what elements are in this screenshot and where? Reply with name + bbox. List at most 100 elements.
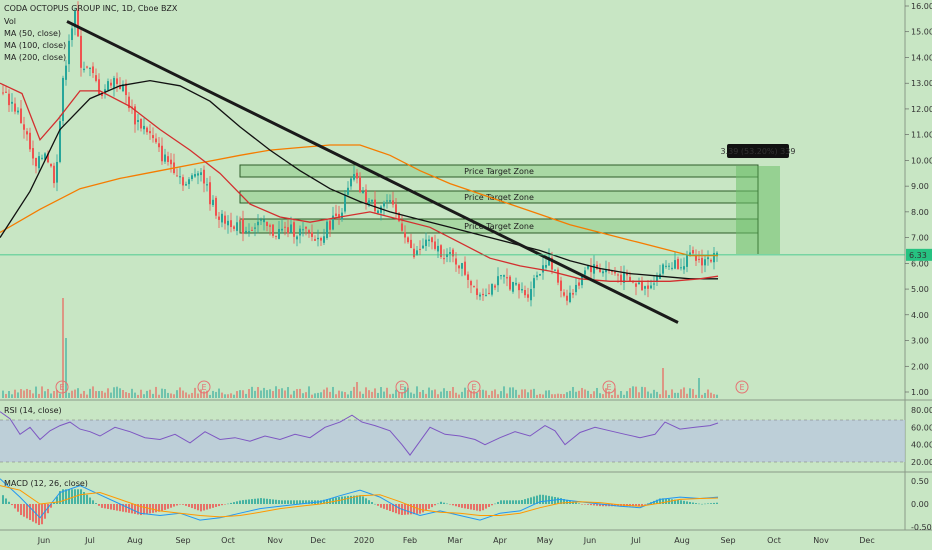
candle-body[interactable]	[365, 189, 367, 204]
candle-body[interactable]	[308, 230, 310, 233]
candle-body[interactable]	[626, 272, 628, 276]
earnings-marker[interactable]	[55, 380, 69, 394]
candle-body[interactable]	[293, 222, 295, 237]
candle-body[interactable]	[155, 138, 157, 143]
candle-body[interactable]	[251, 229, 253, 231]
candle-body[interactable]	[311, 232, 313, 237]
candle-body[interactable]	[152, 135, 154, 139]
candle-body[interactable]	[182, 177, 184, 186]
candle-body[interactable]	[674, 260, 676, 269]
candle-body[interactable]	[449, 252, 451, 254]
candle-body[interactable]	[26, 131, 28, 135]
candle-body[interactable]	[452, 249, 454, 257]
candle-body[interactable]	[323, 236, 325, 243]
candle-body[interactable]	[413, 248, 415, 258]
candle-body[interactable]	[68, 40, 70, 65]
candle-body[interactable]	[632, 281, 634, 283]
candle-body[interactable]	[536, 275, 538, 278]
candle-body[interactable]	[470, 281, 472, 286]
candle-body[interactable]	[641, 281, 643, 291]
candle-body[interactable]	[593, 264, 595, 274]
candle-body[interactable]	[509, 276, 511, 290]
candle-body[interactable]	[686, 255, 688, 267]
candle-body[interactable]	[47, 153, 49, 163]
earnings-marker[interactable]	[395, 380, 409, 394]
candle-body[interactable]	[620, 274, 622, 282]
candle-body[interactable]	[560, 280, 562, 291]
candle-body[interactable]	[458, 265, 460, 269]
candle-body[interactable]	[302, 229, 304, 231]
candle-body[interactable]	[575, 284, 577, 293]
candle-body[interactable]	[143, 125, 145, 130]
candle-body[interactable]	[683, 266, 685, 270]
candle-body[interactable]	[545, 265, 547, 268]
candle-body[interactable]	[326, 221, 328, 239]
candle-body[interactable]	[335, 213, 337, 216]
candle-body[interactable]	[38, 156, 40, 169]
candle-body[interactable]	[275, 235, 277, 237]
candle-body[interactable]	[527, 294, 529, 298]
candle-body[interactable]	[167, 156, 169, 162]
candle-body[interactable]	[419, 248, 421, 250]
candle-body[interactable]	[233, 226, 235, 229]
candle-body[interactable]	[71, 28, 73, 41]
candle-body[interactable]	[188, 179, 190, 185]
candle-body[interactable]	[164, 154, 166, 162]
candle-body[interactable]	[671, 267, 673, 269]
candle-body[interactable]	[59, 121, 61, 162]
candle-body[interactable]	[320, 238, 322, 241]
candle-body[interactable]	[455, 258, 457, 265]
candle-body[interactable]	[281, 228, 283, 231]
candle-body[interactable]	[206, 184, 208, 186]
candle-body[interactable]	[446, 254, 448, 257]
candle-body[interactable]	[503, 275, 505, 277]
candle-body[interactable]	[689, 252, 691, 256]
candle-body[interactable]	[299, 228, 301, 236]
candle-body[interactable]	[350, 178, 352, 187]
candle-body[interactable]	[707, 257, 709, 260]
candle-body[interactable]	[221, 213, 223, 223]
candle-body[interactable]	[179, 176, 181, 178]
candle-body[interactable]	[410, 239, 412, 249]
candle-body[interactable]	[191, 175, 193, 180]
candle-body[interactable]	[551, 257, 553, 270]
candle-body[interactable]	[98, 79, 100, 95]
candle-body[interactable]	[14, 103, 16, 112]
measure-tool[interactable]: 3.39 (53.20%) 339	[721, 144, 796, 254]
candle-body[interactable]	[374, 199, 376, 212]
candle-body[interactable]	[242, 218, 244, 234]
candle-body[interactable]	[23, 124, 25, 130]
candle-body[interactable]	[203, 169, 205, 184]
candle-body[interactable]	[479, 294, 481, 297]
candle-body[interactable]	[296, 236, 298, 240]
candle-body[interactable]	[668, 265, 670, 267]
candle-body[interactable]	[542, 265, 544, 273]
candle-body[interactable]	[563, 292, 565, 296]
candle-body[interactable]	[398, 212, 400, 222]
candle-body[interactable]	[401, 223, 403, 231]
candle-body[interactable]	[569, 292, 571, 303]
candle-body[interactable]	[467, 274, 469, 280]
candle-body[interactable]	[605, 269, 607, 273]
candle-body[interactable]	[494, 285, 496, 288]
candle-body[interactable]	[17, 110, 19, 113]
candle-body[interactable]	[80, 35, 82, 68]
candle-body[interactable]	[194, 174, 196, 177]
candle-body[interactable]	[77, 10, 79, 37]
candle-body[interactable]	[257, 221, 259, 226]
candle-body[interactable]	[662, 264, 664, 274]
candle-body[interactable]	[533, 278, 535, 289]
candle-body[interactable]	[701, 257, 703, 266]
candle-body[interactable]	[263, 219, 265, 223]
candle-body[interactable]	[581, 275, 583, 286]
candle-body[interactable]	[305, 226, 307, 229]
candle-body[interactable]	[548, 256, 550, 266]
candle-body[interactable]	[41, 157, 43, 159]
candle-body[interactable]	[119, 85, 121, 89]
candle-body[interactable]	[434, 241, 436, 249]
candle-body[interactable]	[476, 288, 478, 296]
candle-body[interactable]	[50, 163, 52, 167]
candle-body[interactable]	[389, 200, 391, 202]
candle-body[interactable]	[692, 250, 694, 254]
candle-body[interactable]	[635, 283, 637, 287]
